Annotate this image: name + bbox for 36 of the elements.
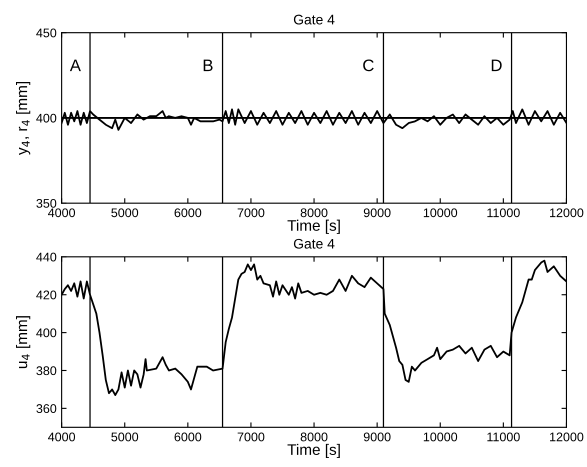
ref-line-label: A <box>70 60 81 72</box>
x-axis-title: Time [s] <box>288 444 340 458</box>
x-tick-label: 5000 <box>111 208 138 218</box>
x-tick-label: 6000 <box>174 432 202 442</box>
y-tick-label: 420 <box>36 290 56 300</box>
x-tick-label: 8000 <box>300 208 328 218</box>
ref-line-label: B <box>204 60 213 72</box>
chart-title: Gate 4 <box>294 238 334 249</box>
y-axis-title: y$_{4}$, r$_{4}$ [mm] <box>16 82 30 156</box>
y-tick-label: 450 <box>36 28 56 38</box>
x-tick-label: 12000 <box>550 432 584 442</box>
y-tick-label: 400 <box>36 328 56 338</box>
x-tick-label: 4000 <box>48 432 76 442</box>
x-tick-label: 12000 <box>550 208 584 218</box>
ref-line-label: C <box>363 59 374 72</box>
x-tick-label: 7000 <box>238 432 264 442</box>
y-tick-label: 350 <box>36 198 56 208</box>
x-tick-label: 7000 <box>238 208 264 218</box>
y-tick-label: 360 <box>36 404 56 414</box>
x-tick-label: 11000 <box>487 432 520 442</box>
x-tick-label: 6000 <box>174 208 202 218</box>
x-tick-label: 10000 <box>424 208 458 218</box>
x-tick-label: 10000 <box>424 432 458 442</box>
x-tick-label: 8000 <box>300 432 328 442</box>
x-tick-label: 5000 <box>111 432 138 442</box>
chart-title: Gate 4 <box>294 14 334 24</box>
x-tick-label: 9000 <box>364 432 391 442</box>
x-tick-label: 11000 <box>487 208 520 218</box>
y-tick-label: 380 <box>36 366 56 376</box>
y-tick-label: 400 <box>36 114 56 123</box>
x-tick-label: 9000 <box>364 208 391 218</box>
ref-line-label: D <box>492 60 502 72</box>
x-axis-title: Time [s] <box>288 220 340 234</box>
y-tick-label: 440 <box>36 252 56 262</box>
y-axis-title: u$_{4}$ [mm] <box>16 316 30 368</box>
x-tick-label: 4000 <box>48 208 76 218</box>
